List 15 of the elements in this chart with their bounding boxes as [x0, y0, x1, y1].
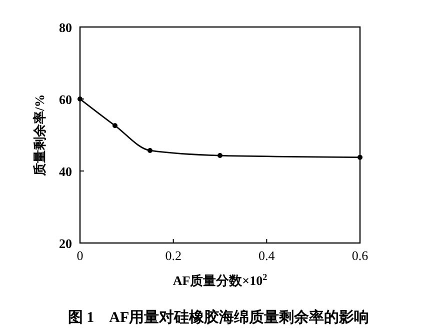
- x-tick-label: 0.6: [352, 248, 369, 263]
- y-tick-label: 20: [59, 236, 72, 251]
- y-tick-label: 60: [59, 92, 72, 107]
- y-tick-label: 80: [59, 20, 72, 35]
- y-tick-label: 40: [59, 164, 72, 179]
- point: [218, 153, 222, 158]
- point: [148, 148, 152, 153]
- y-axis-title: 质量剩余率/%: [32, 94, 47, 177]
- text: 图 1 AF用量对硅橡胶海绵质量剩余率的影响: [68, 308, 370, 326]
- x-axis-title: AF质量分数×10$^{2}$: [172, 272, 268, 288]
- x-tick-label: 0.4: [258, 248, 276, 263]
- point: [112, 123, 118, 128]
- x-tick-label: 0: [76, 248, 84, 263]
- x-tick-label: 0.2: [165, 248, 182, 263]
- point: [358, 154, 362, 160]
